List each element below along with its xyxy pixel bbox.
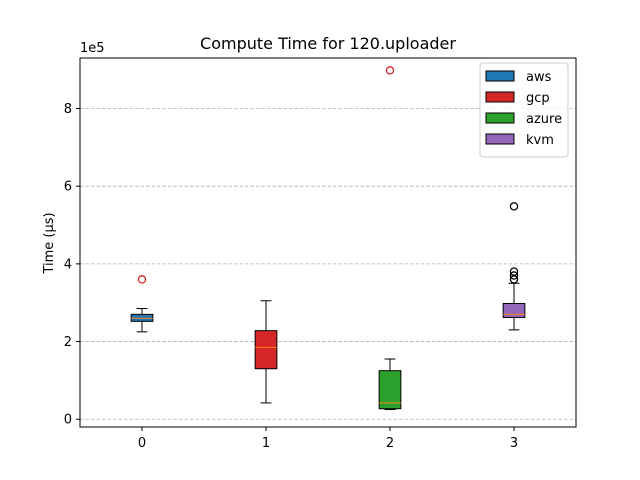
x-tick-label: 3	[510, 436, 518, 451]
x-tick-label: 0	[138, 436, 146, 451]
legend-label: azure	[526, 112, 562, 127]
outlier-point	[509, 202, 519, 211]
box-aws	[130, 275, 154, 333]
box-body	[254, 330, 278, 370]
grid	[80, 108, 576, 420]
outlier-point	[509, 271, 519, 280]
y-tick-label: 4	[64, 257, 72, 272]
boxes	[130, 66, 526, 411]
x-tick-label: 1	[262, 436, 270, 451]
box-azure	[378, 66, 402, 411]
box-kvm	[502, 202, 526, 331]
box-body	[502, 302, 526, 318]
plot-frame	[79, 57, 577, 428]
legend-label: kvm	[526, 133, 554, 148]
y-tick-label: 6	[64, 180, 72, 195]
y-tick-label: 8	[64, 102, 72, 117]
box-gcp	[254, 300, 278, 404]
y-axis: 0 2 4 6 8	[64, 102, 80, 428]
x-axis: 0 1 2 3	[138, 427, 518, 451]
y-offset-label: 1e5	[80, 41, 105, 56]
legend: aws gcp azure kvm	[479, 62, 569, 158]
legend-swatch	[485, 133, 515, 145]
outlier-point	[385, 66, 395, 75]
outlier-point	[509, 275, 519, 284]
legend-label: aws	[526, 70, 552, 85]
y-axis-label: Time (µs)	[42, 212, 57, 274]
box-body	[378, 370, 402, 410]
legend-label: gcp	[526, 91, 550, 106]
legend-swatch	[485, 91, 515, 103]
y-tick-label: 2	[64, 335, 72, 350]
legend-swatch	[485, 70, 515, 82]
chart-title: Compute Time for 120.uploader	[200, 34, 456, 53]
y-tick-label: 0	[64, 413, 72, 428]
outlier-point	[137, 275, 147, 284]
legend-swatch	[485, 112, 515, 124]
x-tick-label: 2	[386, 436, 394, 451]
